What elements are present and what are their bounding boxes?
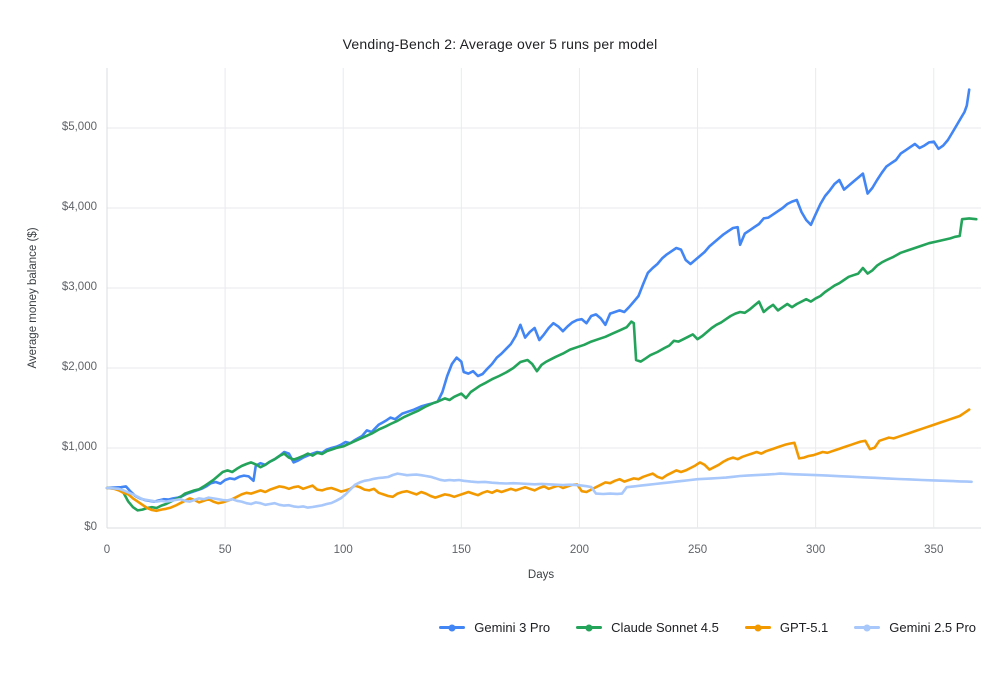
x-tick-label: 350	[924, 544, 944, 556]
x-tick-label: 300	[806, 544, 826, 556]
y-tick-label: $1,000	[61, 441, 97, 453]
legend-label: Gemini 3 Pro	[474, 620, 551, 635]
y-tick-label: $0	[84, 521, 97, 533]
legend-line-marker-icon	[439, 624, 466, 631]
legend-line-marker-icon	[854, 624, 881, 631]
legend-label: GPT-5.1	[779, 620, 829, 635]
line-chart-plot-area	[105, 68, 981, 529]
series-line-claude-sonnet-4-5	[105, 217, 978, 512]
legend-dot-icon	[585, 624, 593, 631]
legend-item-gpt-5-1: GPT-5.1	[744, 620, 829, 635]
legend-item-claude-sonnet-4-5: Claude Sonnet 4.5	[576, 620, 719, 635]
legend-dot-icon	[754, 624, 762, 631]
x-tick-label: 100	[333, 544, 353, 556]
x-tick-label: 50	[218, 544, 232, 556]
x-tick-label: 0	[103, 544, 111, 556]
legend-item-gemini-2-5-pro: Gemini 2.5 Pro	[854, 620, 976, 635]
x-tick-label: 250	[687, 544, 708, 556]
legend-item-gemini-3-pro: Gemini 3 Pro	[439, 620, 550, 635]
y-tick-label: $5,000	[61, 121, 97, 133]
legend-line-marker-icon	[744, 624, 771, 631]
legend-dot-icon	[863, 624, 871, 631]
y-tick-label: $4,000	[61, 201, 97, 213]
chart-legend: Gemini 3 Pro Claude Sonnet 4.5 GPT-5.1 Gemi…	[439, 620, 976, 635]
series-line-gpt-5-1	[105, 408, 971, 513]
series-line-gemini-3-pro	[105, 88, 971, 503]
y-tick-label: $2,000	[61, 361, 97, 373]
y-axis-title: Average money balance ($)	[27, 227, 39, 369]
chart-title: Vending-Bench 2: Average over 5 runs per…	[342, 36, 658, 52]
x-tick-label: 150	[451, 544, 471, 556]
legend-dot-icon	[448, 624, 456, 631]
series-line-gemini-2-5-pro	[105, 472, 973, 509]
legend-label: Claude Sonnet 4.5	[611, 620, 719, 635]
legend-label: Gemini 2.5 Pro	[889, 620, 976, 635]
x-tick-label: 200	[569, 544, 590, 556]
legend-line-marker-icon	[576, 624, 603, 631]
y-tick-label: $3,000	[61, 281, 97, 293]
x-axis-title: Days	[527, 569, 555, 581]
